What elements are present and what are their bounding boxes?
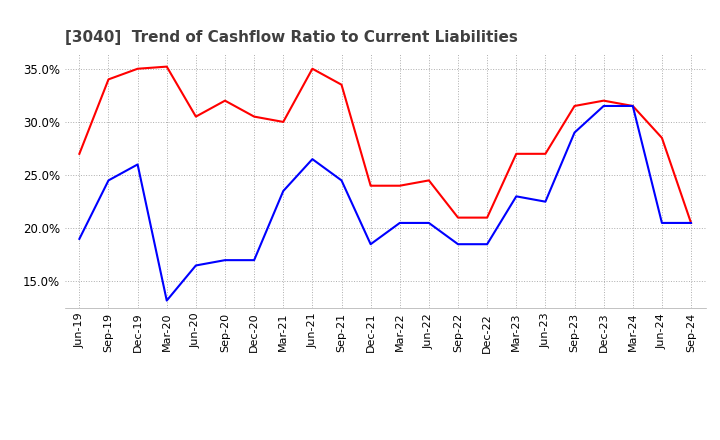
Operating CF to Current Liabilities xyxy=(541,151,550,157)
Operating CF to Current Liabilities xyxy=(250,114,258,119)
Operating CF to Current Liabilities xyxy=(163,64,171,69)
Operating CF to Current Liabilities xyxy=(687,220,696,226)
Operating CF to Current Liabilities xyxy=(425,178,433,183)
Line: Operating CF to Current Liabilities: Operating CF to Current Liabilities xyxy=(79,66,691,223)
Free CF to Current Liabilities xyxy=(629,103,637,109)
Free CF to Current Liabilities xyxy=(483,242,492,247)
Operating CF to Current Liabilities xyxy=(395,183,404,188)
Free CF to Current Liabilities xyxy=(163,298,171,303)
Free CF to Current Liabilities xyxy=(337,178,346,183)
Free CF to Current Liabilities xyxy=(75,236,84,242)
Free CF to Current Liabilities xyxy=(541,199,550,204)
Operating CF to Current Liabilities xyxy=(133,66,142,71)
Free CF to Current Liabilities xyxy=(512,194,521,199)
Operating CF to Current Liabilities xyxy=(483,215,492,220)
Free CF to Current Liabilities xyxy=(308,157,317,162)
Free CF to Current Liabilities xyxy=(250,257,258,263)
Free CF to Current Liabilities xyxy=(570,130,579,135)
Free CF to Current Liabilities xyxy=(133,162,142,167)
Operating CF to Current Liabilities xyxy=(104,77,113,82)
Operating CF to Current Liabilities xyxy=(337,82,346,87)
Operating CF to Current Liabilities xyxy=(570,103,579,109)
Free CF to Current Liabilities xyxy=(454,242,462,247)
Free CF to Current Liabilities xyxy=(425,220,433,226)
Free CF to Current Liabilities xyxy=(279,188,287,194)
Operating CF to Current Liabilities xyxy=(454,215,462,220)
Free CF to Current Liabilities xyxy=(104,178,113,183)
Operating CF to Current Liabilities xyxy=(308,66,317,71)
Operating CF to Current Liabilities xyxy=(599,98,608,103)
Free CF to Current Liabilities xyxy=(366,242,375,247)
Operating CF to Current Liabilities xyxy=(629,103,637,109)
Operating CF to Current Liabilities xyxy=(220,98,229,103)
Free CF to Current Liabilities xyxy=(192,263,200,268)
Operating CF to Current Liabilities xyxy=(512,151,521,157)
Text: [3040]  Trend of Cashflow Ratio to Current Liabilities: [3040] Trend of Cashflow Ratio to Curren… xyxy=(65,29,518,45)
Operating CF to Current Liabilities xyxy=(279,119,287,125)
Free CF to Current Liabilities xyxy=(395,220,404,226)
Operating CF to Current Liabilities xyxy=(366,183,375,188)
Operating CF to Current Liabilities xyxy=(75,151,84,157)
Operating CF to Current Liabilities xyxy=(192,114,200,119)
Legend: Operating CF to Current Liabilities, Free CF to Current Liabilities: Operating CF to Current Liabilities, Fre… xyxy=(148,438,623,440)
Operating CF to Current Liabilities xyxy=(657,135,666,140)
Line: Free CF to Current Liabilities: Free CF to Current Liabilities xyxy=(79,106,691,301)
Free CF to Current Liabilities xyxy=(687,220,696,226)
Free CF to Current Liabilities xyxy=(599,103,608,109)
Free CF to Current Liabilities xyxy=(220,257,229,263)
Free CF to Current Liabilities xyxy=(657,220,666,226)
